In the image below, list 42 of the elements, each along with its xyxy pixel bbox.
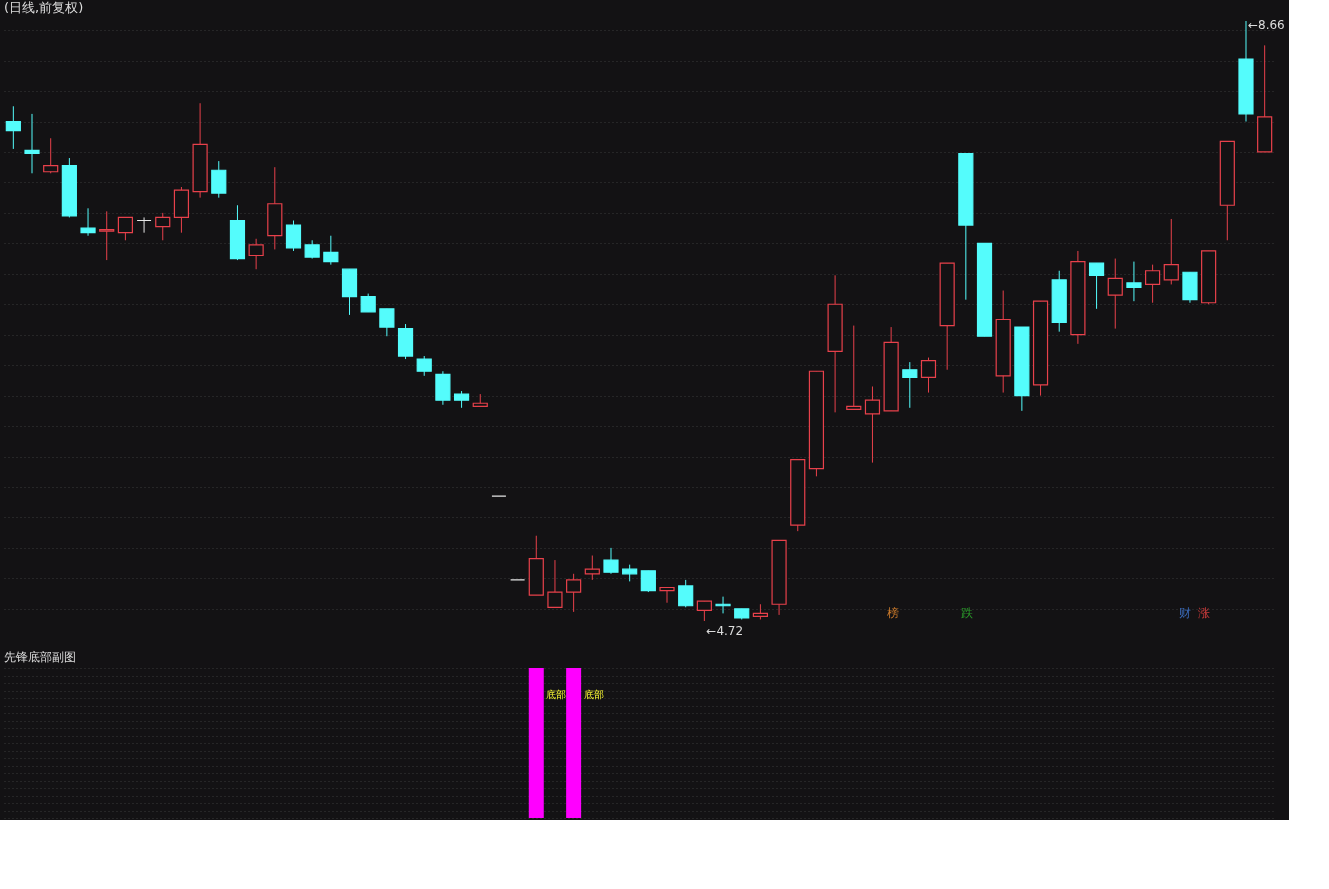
candlestick (678, 579, 694, 608)
text: ←4.72 (706, 624, 744, 638)
candlestick (80, 207, 96, 237)
candlestick (248, 238, 264, 270)
candlestick (566, 573, 582, 613)
candlestick (155, 212, 171, 241)
candlestick (920, 357, 937, 394)
annotation: 底部 (583, 689, 604, 700)
candlestick (640, 570, 656, 593)
candlestick (117, 216, 133, 241)
candlestick (379, 308, 395, 337)
candlestick (864, 385, 881, 464)
candlestick (659, 586, 675, 604)
candlestick (547, 559, 563, 608)
candlestick (846, 325, 862, 410)
candlestick (24, 113, 40, 174)
candlestick (5, 105, 21, 150)
candlestick (902, 361, 918, 409)
annotation: 财 (1179, 606, 1192, 620)
chart-title: 先锋底部副图 (4, 650, 76, 664)
candlestick (136, 216, 152, 234)
annotation: 涨 (1198, 606, 1211, 620)
candlestick (323, 235, 339, 266)
candlestick (360, 293, 376, 313)
candlestick (603, 547, 619, 575)
candlestick (1088, 262, 1105, 310)
annotation: ←8.66 (1247, 18, 1285, 32)
annotation: 跌 (960, 606, 973, 620)
candlestick (416, 355, 432, 377)
candlestick (285, 219, 302, 252)
candlestick (696, 600, 712, 622)
annotation: 榜 (887, 606, 899, 620)
candlestick (211, 160, 227, 199)
candlestick (99, 210, 115, 261)
candlestick (1163, 218, 1179, 285)
candlestick (1145, 264, 1161, 304)
candlestick (43, 137, 59, 174)
candlestick (304, 239, 320, 260)
candlestick (1107, 258, 1123, 330)
candlestick (1126, 261, 1142, 302)
annotation: 底部 (546, 689, 567, 700)
chart-title: (日线,前复权) (4, 0, 84, 15)
